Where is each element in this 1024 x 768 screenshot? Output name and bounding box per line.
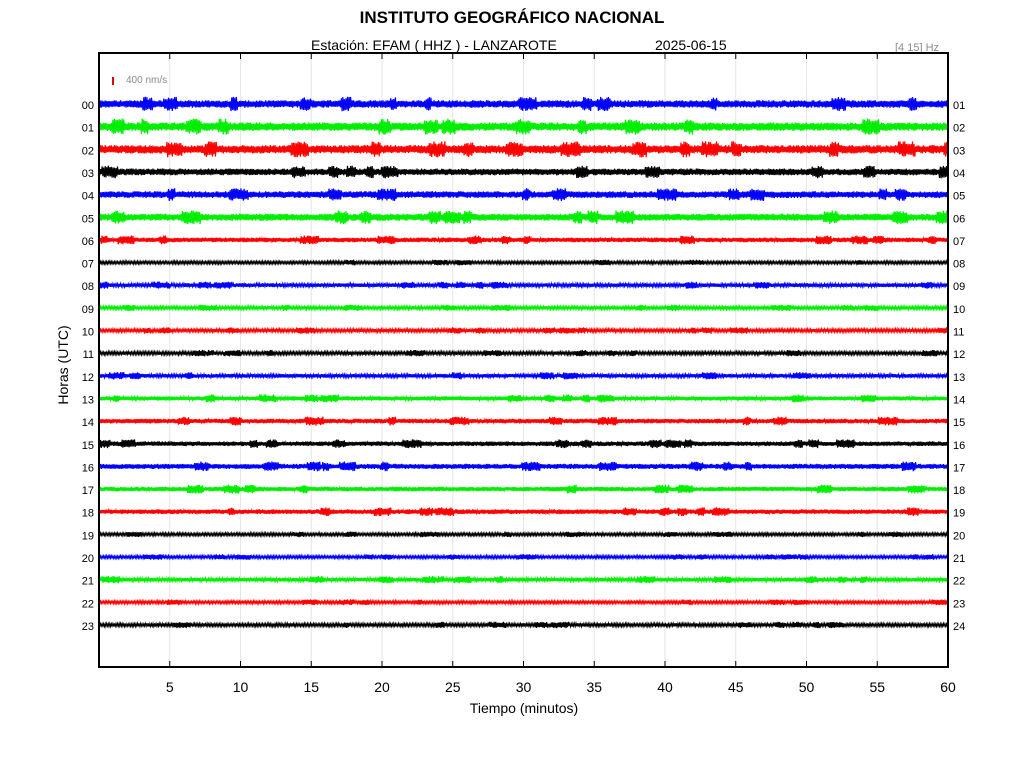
amplitude-scale-bar bbox=[112, 77, 114, 85]
trace-hour-21 bbox=[98, 575, 949, 584]
hour-label-right: 06 bbox=[953, 213, 965, 225]
hour-label-left: 01 bbox=[82, 123, 94, 135]
x-tick-label: 15 bbox=[303, 679, 319, 695]
trace-hour-02 bbox=[98, 141, 949, 158]
hour-label-left: 12 bbox=[82, 372, 94, 384]
trace-hour-18 bbox=[98, 507, 949, 517]
chart-title: INSTITUTO GEOGRÁFICO NACIONAL bbox=[359, 8, 665, 27]
trace-hour-16 bbox=[98, 461, 949, 472]
hour-label-right: 09 bbox=[953, 281, 965, 293]
trace-hour-19 bbox=[98, 530, 949, 539]
hour-label-left: 18 bbox=[82, 508, 94, 520]
trace-hour-17 bbox=[98, 484, 949, 494]
date-label: 2025-06-15 bbox=[655, 37, 727, 53]
hour-label-left: 07 bbox=[82, 259, 94, 271]
x-tick-label: 35 bbox=[586, 679, 602, 695]
hour-label-left: 08 bbox=[82, 281, 94, 293]
trace-hour-07 bbox=[98, 258, 949, 267]
x-tick-label: 55 bbox=[869, 679, 885, 695]
x-tick-label: 45 bbox=[728, 679, 744, 695]
x-tick-label: 5 bbox=[166, 679, 174, 695]
trace-hour-14 bbox=[98, 416, 949, 426]
hour-label-left: 20 bbox=[82, 553, 94, 565]
trace-hour-23 bbox=[98, 620, 949, 629]
hour-label-right: 18 bbox=[953, 485, 965, 497]
trace-hour-01 bbox=[98, 118, 949, 135]
trace-hour-22 bbox=[98, 598, 949, 607]
amplitude-scale-label: 400 nm/s bbox=[126, 75, 168, 86]
hour-label-right: 16 bbox=[953, 440, 965, 452]
x-tick-label: 30 bbox=[516, 679, 532, 695]
hour-label-left: 10 bbox=[82, 327, 94, 339]
hour-label-right: 13 bbox=[953, 372, 965, 384]
hour-label-right: 12 bbox=[953, 349, 965, 361]
hour-label-right: 07 bbox=[953, 236, 965, 248]
hour-label-right: 24 bbox=[953, 621, 965, 633]
x-tick-label: 25 bbox=[445, 679, 461, 695]
hour-label-left: 16 bbox=[82, 462, 94, 474]
hour-label-right: 23 bbox=[953, 598, 965, 610]
trace-hour-13 bbox=[98, 394, 949, 403]
hour-label-right: 11 bbox=[953, 327, 964, 339]
hour-label-left: 15 bbox=[82, 440, 94, 452]
hour-label-left: 14 bbox=[82, 417, 94, 429]
x-tick-label: 20 bbox=[374, 679, 390, 695]
hour-label-left: 23 bbox=[82, 621, 94, 633]
hour-label-left: 09 bbox=[82, 304, 94, 316]
trace-hour-00 bbox=[98, 96, 949, 112]
hour-label-right: 20 bbox=[953, 530, 965, 542]
hour-label-left: 17 bbox=[82, 485, 94, 497]
hour-label-right: 14 bbox=[953, 394, 965, 406]
hour-label-right: 05 bbox=[953, 191, 965, 203]
hour-label-right: 03 bbox=[953, 145, 965, 157]
hour-label-right: 01 bbox=[953, 100, 965, 112]
hour-label-right: 04 bbox=[953, 168, 965, 180]
hour-label-left: 00 bbox=[82, 100, 94, 112]
filter-band-label: [4 15] Hz bbox=[895, 42, 940, 54]
station-label: Estación: EFAM ( HHZ ) - LANZAROTE bbox=[311, 37, 557, 53]
x-axis-label: Tiempo (minutos) bbox=[469, 700, 579, 716]
hour-label-right: 21 bbox=[953, 553, 965, 565]
hour-label-left: 21 bbox=[82, 576, 94, 588]
x-tick-label: 50 bbox=[799, 679, 815, 695]
trace-hour-12 bbox=[98, 371, 949, 380]
hour-label-right: 15 bbox=[953, 417, 965, 429]
trace-hour-10 bbox=[98, 326, 949, 335]
trace-hour-06 bbox=[98, 235, 949, 245]
hour-label-left: 13 bbox=[82, 394, 94, 406]
x-tick-label: 40 bbox=[657, 679, 673, 695]
hour-label-right: 10 bbox=[953, 304, 965, 316]
x-tick-label: 10 bbox=[233, 679, 249, 695]
hour-label-right: 19 bbox=[953, 508, 965, 520]
hour-label-right: 08 bbox=[953, 259, 965, 271]
hour-label-left: 11 bbox=[83, 349, 94, 361]
hour-label-left: 03 bbox=[82, 168, 94, 180]
trace-hour-20 bbox=[98, 553, 949, 561]
hour-label-right: 17 bbox=[953, 462, 965, 474]
x-tick-label: 60 bbox=[940, 679, 956, 695]
trace-hour-03 bbox=[98, 165, 949, 179]
trace-hour-08 bbox=[98, 281, 949, 290]
hour-label-left: 22 bbox=[82, 598, 94, 610]
trace-hour-04 bbox=[98, 188, 949, 201]
hour-label-right: 22 bbox=[953, 576, 965, 588]
hour-label-left: 19 bbox=[82, 530, 94, 542]
hour-label-left: 05 bbox=[82, 213, 94, 225]
hour-label-left: 02 bbox=[82, 145, 94, 157]
hour-label-right: 02 bbox=[953, 123, 965, 135]
trace-hour-11 bbox=[98, 349, 949, 358]
trace-hour-09 bbox=[98, 303, 949, 312]
hour-label-left: 06 bbox=[82, 236, 94, 248]
trace-hour-15 bbox=[98, 439, 949, 449]
hour-label-left: 04 bbox=[82, 191, 94, 203]
trace-hour-05 bbox=[98, 210, 949, 225]
